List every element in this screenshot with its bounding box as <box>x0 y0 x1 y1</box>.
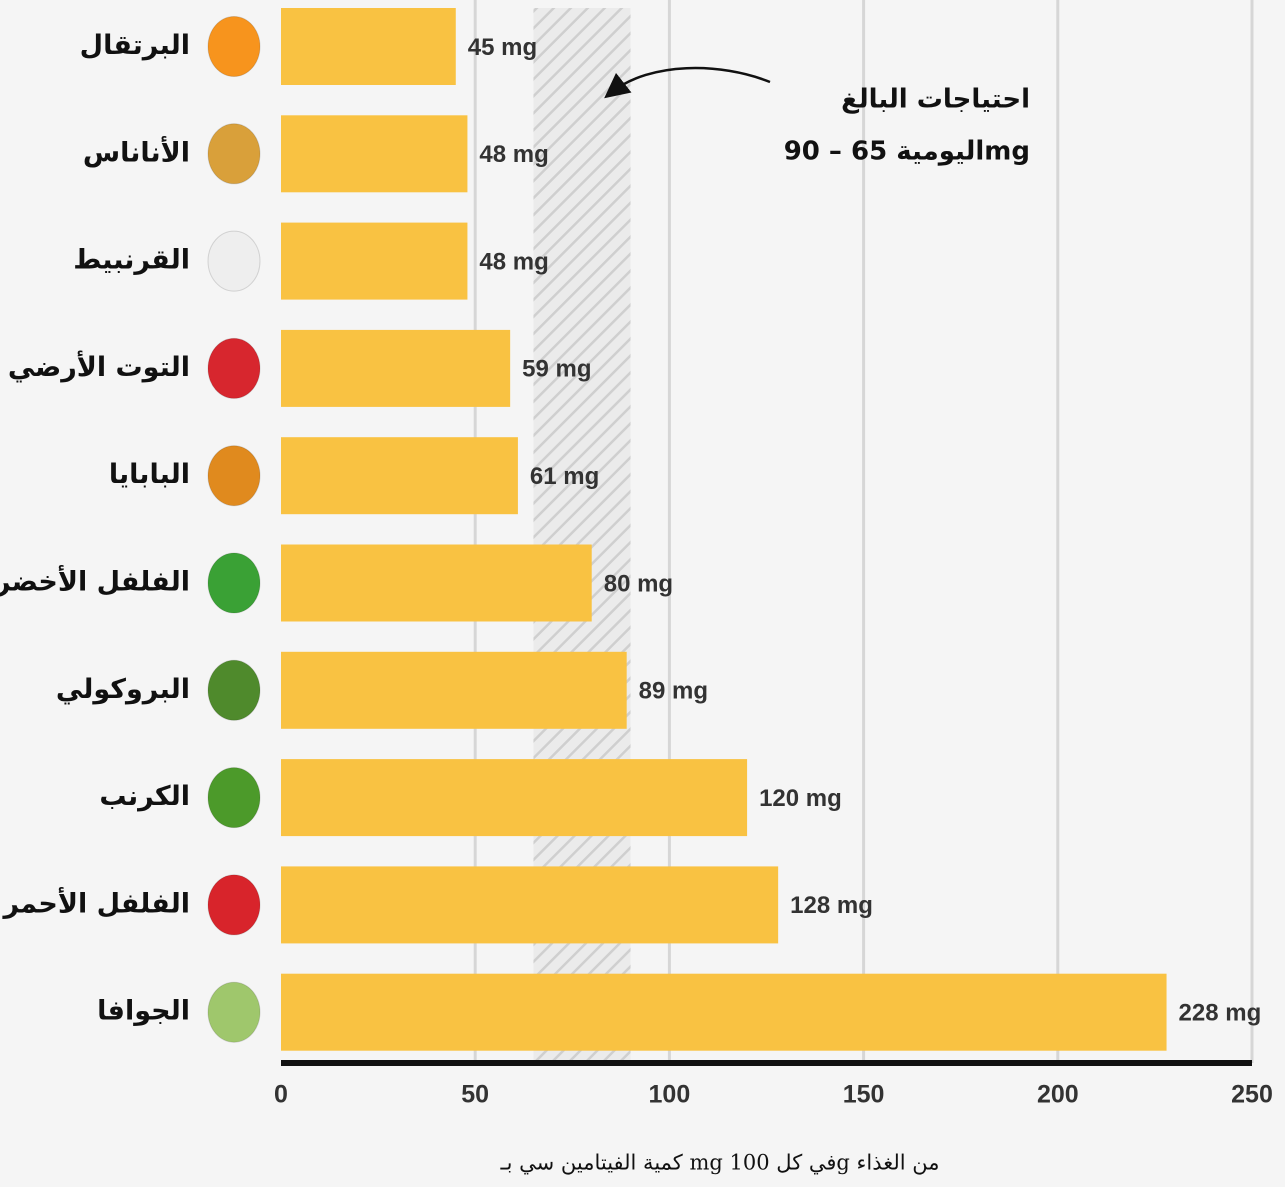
x-tick-label: 50 <box>461 1081 489 1109</box>
food-icon <box>208 553 260 613</box>
food-icon <box>208 982 260 1042</box>
food-icon <box>208 768 260 828</box>
category-label: الفلفل الأخضر <box>0 565 190 598</box>
category-label: البروكولي <box>56 674 190 705</box>
x-tick-label: 150 <box>843 1081 885 1109</box>
value-label: 89 mg <box>639 678 708 705</box>
value-label: 128 mg <box>790 892 873 919</box>
food-icon <box>208 17 260 77</box>
bar <box>281 437 518 514</box>
food-icon <box>208 446 260 506</box>
food-icon <box>208 875 260 935</box>
bar <box>281 223 467 300</box>
value-label: 48 mg <box>479 248 548 275</box>
bars: 45 mg البرتقال 48 mg الأناناس 48 mg القرنبيط 5… <box>0 8 1261 1063</box>
food-icon <box>208 231 260 291</box>
annotation-line: اليومية 65 – 90mg <box>784 137 1030 167</box>
bar <box>281 974 1167 1051</box>
bar <box>281 545 592 622</box>
x-tick-label: 200 <box>1037 1081 1079 1109</box>
value-label: 59 mg <box>522 356 591 383</box>
category-label: البابايا <box>109 459 190 490</box>
value-label: 45 mg <box>468 34 537 61</box>
x-tick-label: 0 <box>274 1081 288 1109</box>
annotation-line: احتياجات البالغ <box>841 85 1030 115</box>
value-label: 120 mg <box>759 785 842 812</box>
category-label: الفلفل الأحمر <box>2 886 191 919</box>
bar <box>281 759 747 836</box>
value-label: 80 mg <box>604 570 673 597</box>
bar <box>281 330 510 407</box>
category-label: التوت الأرضي <box>8 350 190 383</box>
category-label: البرتقال <box>80 30 190 61</box>
category-label: الجوافا <box>97 996 190 1027</box>
bar <box>281 866 778 943</box>
food-icon <box>208 338 260 398</box>
food-icon <box>208 660 260 720</box>
value-label: 228 mg <box>1179 1000 1262 1027</box>
value-label: 48 mg <box>479 141 548 168</box>
x-tick-label: 250 <box>1231 1081 1273 1109</box>
chart: 0 50 100 150 200 250 45 mg البرتقال 48 mg الأنان… <box>0 0 1285 1187</box>
category-label: الكرنب <box>99 781 190 812</box>
annotation-arrow <box>612 68 770 92</box>
x-axis-label: كمية الفيتامين سي بـ mg في كل 100g من ال… <box>499 1151 939 1176</box>
category-label: القرنبيط <box>73 245 190 276</box>
food-icon <box>208 124 260 184</box>
bar <box>281 652 627 729</box>
value-label: 61 mg <box>530 463 599 490</box>
x-tick-label: 100 <box>649 1081 691 1109</box>
bar <box>281 8 456 85</box>
bar <box>281 115 467 192</box>
category-label: الأناناس <box>83 135 190 168</box>
